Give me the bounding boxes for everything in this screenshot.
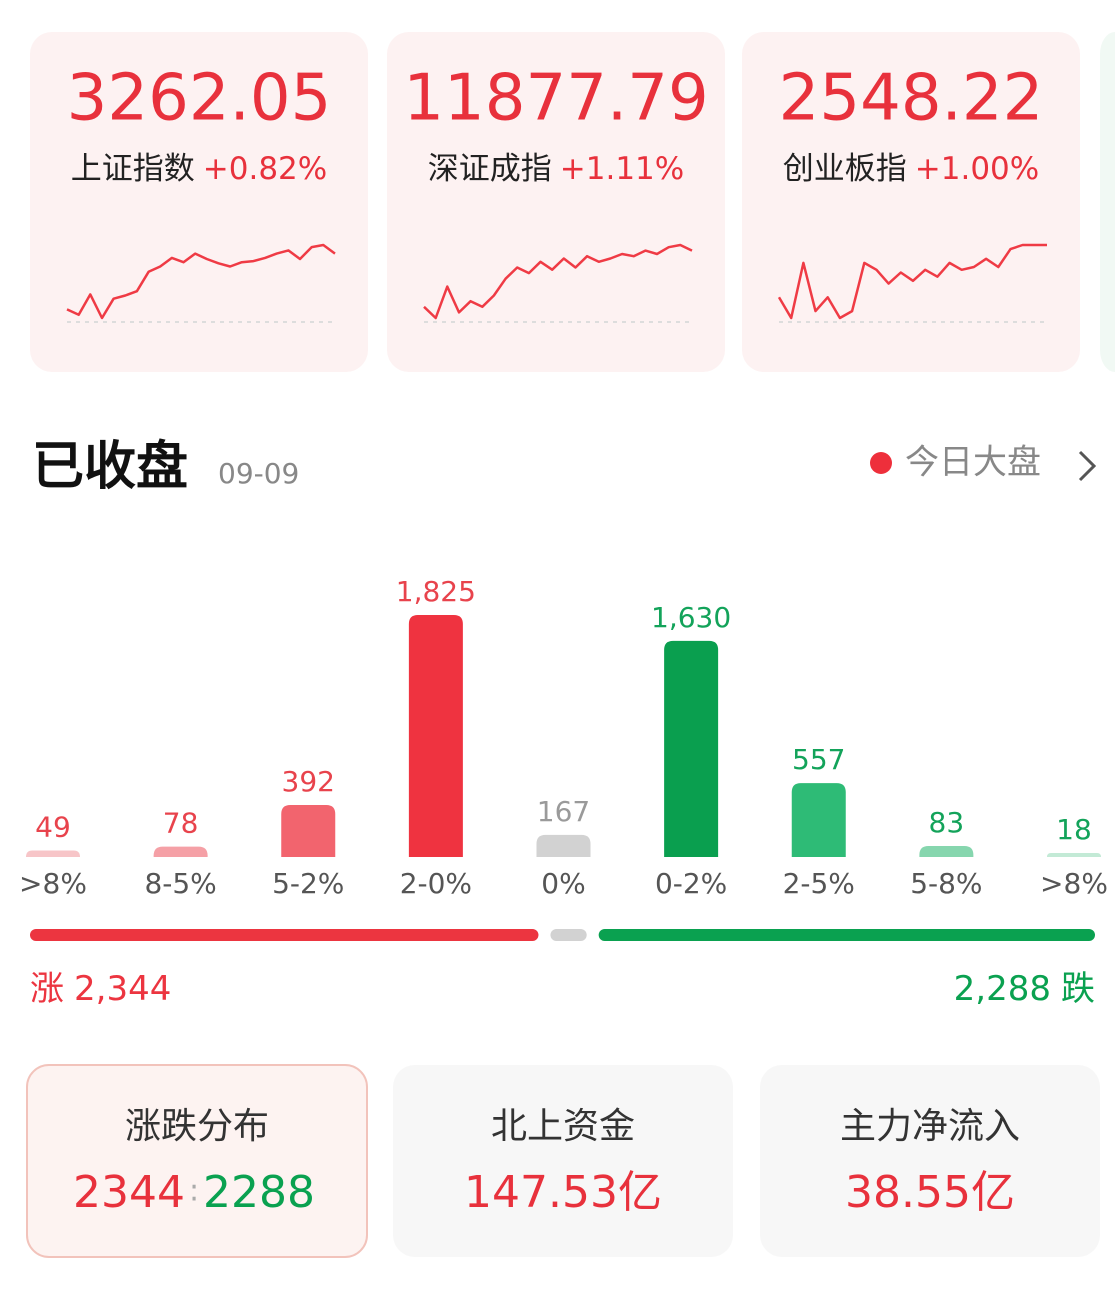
bar bbox=[281, 805, 336, 857]
fall-value: 2,288 bbox=[954, 969, 1051, 1009]
card-value: 38.55亿 bbox=[845, 1167, 1015, 1218]
index-label: 上证指数 +0.82% bbox=[71, 151, 327, 187]
summary-card[interactable]: 北上资金 147.53亿 bbox=[393, 1065, 733, 1257]
category-label: 0% bbox=[541, 867, 585, 900]
card-bg bbox=[30, 32, 368, 372]
bar-value-label: 49 bbox=[35, 811, 71, 844]
category-label: 8-5% bbox=[144, 867, 216, 900]
rise-value: 2,344 bbox=[74, 969, 171, 1009]
rise-count: 涨 2,344 bbox=[30, 969, 171, 1009]
market-link[interactable]: 今日大盘 bbox=[870, 443, 1041, 483]
category-label: >8% bbox=[19, 867, 87, 900]
bar-value-label: 78 bbox=[163, 807, 199, 840]
index-value: 3262.05 bbox=[67, 62, 332, 136]
bar-value-label: 18 bbox=[1056, 813, 1092, 846]
card-bg bbox=[393, 1065, 733, 1257]
category-label: 5-8% bbox=[910, 867, 982, 900]
category-label: >8% bbox=[1040, 867, 1108, 900]
summary-card[interactable]: 主力净流入 38.55亿 bbox=[760, 1065, 1100, 1257]
sparkline bbox=[423, 243, 693, 320]
bar-value-label: 557 bbox=[792, 743, 845, 776]
separator: : bbox=[189, 1174, 199, 1209]
index-card[interactable]: 11877.79 深证成指 +1.11% bbox=[387, 32, 725, 372]
bar bbox=[1047, 853, 1101, 857]
index-name: 创业板指 bbox=[783, 151, 907, 187]
card-bg bbox=[387, 32, 725, 372]
bar-value-label: 392 bbox=[282, 765, 335, 798]
index-name: 深证成指 bbox=[428, 151, 552, 187]
bar-value-label: 1,630 bbox=[651, 601, 731, 634]
bar bbox=[408, 615, 463, 857]
index-card[interactable]: 2548.22 创业板指 +1.00% bbox=[742, 32, 1080, 372]
bar bbox=[919, 845, 974, 857]
rise-bar bbox=[30, 929, 539, 941]
card-bg bbox=[760, 1065, 1100, 1257]
category-label: 2-0% bbox=[400, 867, 472, 900]
bar bbox=[26, 850, 80, 857]
index-label: 深证成指 +1.11% bbox=[428, 151, 684, 187]
category-label: 0-2% bbox=[655, 867, 727, 900]
sparkline bbox=[777, 243, 1047, 320]
up-count: 2344 bbox=[73, 1167, 185, 1218]
card-value: 147.53亿 bbox=[464, 1167, 662, 1218]
status-dot bbox=[870, 452, 892, 474]
card-title: 涨跌分布 bbox=[125, 1106, 269, 1147]
index-card[interactable]: 3262.05 上证指数 +0.82% bbox=[30, 32, 368, 372]
section-date: 09-09 bbox=[218, 457, 299, 490]
fall-count: 2,288 跌 bbox=[954, 969, 1095, 1009]
fall-name: 跌 bbox=[1061, 969, 1095, 1009]
section-title: 已收盘 bbox=[32, 437, 188, 497]
index-change: +1.00% bbox=[915, 151, 1039, 187]
summary-card[interactable]: 涨跌分布 2344:2288 bbox=[26, 1064, 368, 1258]
category-label: 2-5% bbox=[783, 867, 855, 900]
bar bbox=[153, 846, 208, 857]
bar bbox=[664, 640, 719, 857]
bar-value-label: 167 bbox=[537, 795, 590, 828]
card-bg bbox=[26, 1064, 368, 1258]
card-title: 主力净流入 bbox=[840, 1106, 1020, 1147]
index-value: 2548.22 bbox=[779, 62, 1044, 136]
link-text: 今日大盘 bbox=[905, 443, 1041, 483]
card-title: 北上资金 bbox=[491, 1106, 635, 1147]
fall-bar bbox=[598, 929, 1095, 941]
next-card-edge bbox=[1100, 32, 1115, 372]
sparkline bbox=[66, 243, 336, 320]
bar-value-label: 83 bbox=[929, 806, 965, 839]
category-label: 5-2% bbox=[272, 867, 344, 900]
index-change: +1.11% bbox=[560, 151, 684, 187]
index-label: 创业板指 +1.00% bbox=[783, 151, 1039, 187]
card-bg bbox=[742, 32, 1080, 372]
bar bbox=[536, 834, 591, 857]
index-change: +0.82% bbox=[203, 151, 327, 187]
flat-bar bbox=[550, 929, 587, 941]
chevron bbox=[1078, 450, 1097, 482]
index-name: 上证指数 bbox=[71, 151, 195, 187]
bar-value-label: 1,825 bbox=[396, 575, 476, 608]
down-count: 2288 bbox=[203, 1167, 315, 1218]
rise-name: 涨 bbox=[30, 969, 64, 1009]
index-value: 11877.79 bbox=[403, 62, 708, 136]
bar bbox=[791, 783, 846, 857]
